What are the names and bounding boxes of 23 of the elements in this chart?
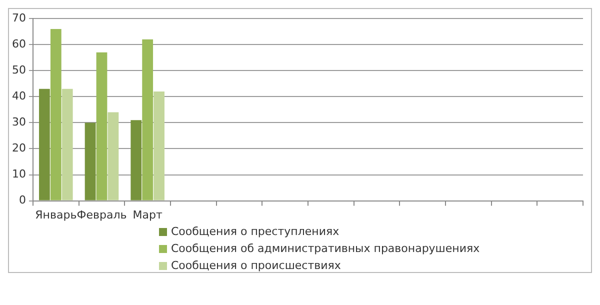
bar [96, 52, 108, 200]
y-tick-label: 70 [12, 11, 26, 24]
y-tick-label: 60 [12, 37, 26, 50]
y-tick-label: 10 [12, 168, 26, 181]
bar [130, 120, 142, 200]
bar [50, 29, 62, 200]
bar [142, 39, 154, 200]
legend-label: Сообщения о происшествиях [171, 259, 341, 272]
bar [62, 88, 73, 200]
bar [108, 112, 119, 200]
bar [84, 122, 96, 200]
legend-label: Сообщения об административных правонарушениях [171, 242, 480, 255]
legend-label: Сообщения о преступлениях [171, 225, 340, 238]
x-tick-label: Январь [35, 208, 77, 222]
y-tick-label: 30 [12, 116, 26, 129]
y-tick-label: 40 [12, 90, 26, 103]
x-tick-label: Март [132, 208, 163, 222]
y-tick-label: 50 [12, 64, 26, 77]
y-tick-label: 0 [18, 194, 26, 207]
x-tick-label: Февраль [76, 208, 127, 222]
y-tick-label: 20 [12, 142, 26, 155]
bar [154, 91, 164, 200]
bar [39, 88, 50, 200]
